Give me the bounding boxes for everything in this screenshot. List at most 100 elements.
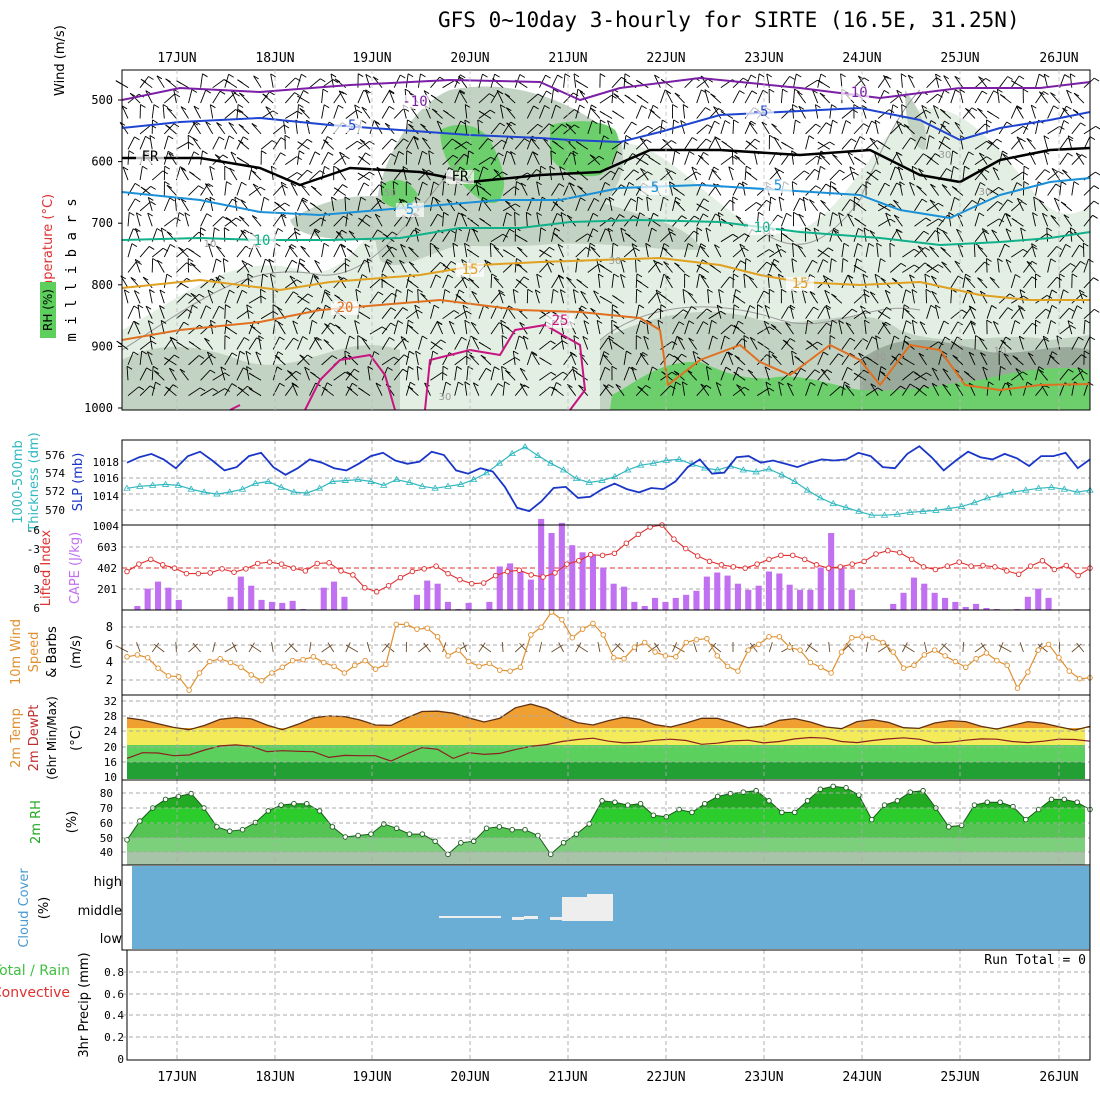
wind-barb-flag	[853, 171, 859, 176]
wind-barb	[1042, 336, 1049, 350]
wind-barb-flag	[640, 320, 646, 325]
wind-barb-flag	[152, 258, 158, 262]
wind-barb-flag	[589, 242, 596, 247]
wind-barb	[599, 94, 612, 104]
wind-barb-flag	[519, 383, 526, 388]
wind-barb-flag	[1039, 91, 1045, 96]
wind-barb	[321, 243, 325, 258]
wind-barb-flag	[152, 365, 159, 370]
wind-barb-flag	[583, 320, 590, 325]
wind-barb-flag	[311, 319, 318, 324]
wind-barb	[1015, 106, 1024, 119]
wind-barb	[454, 310, 467, 320]
wind-barb-flag	[398, 198, 405, 203]
wind-barb	[973, 243, 976, 258]
wind-barb-flag	[845, 120, 852, 124]
wind-barb	[962, 274, 966, 288]
wind-barb-flag	[268, 258, 275, 263]
wind-barb-flag	[260, 186, 266, 191]
wind-barb	[175, 641, 177, 653]
wind-barb-flag	[576, 279, 582, 283]
wind-barb-flag	[150, 201, 156, 206]
thickness-marker	[469, 475, 478, 483]
wind-barb-flag	[121, 105, 128, 110]
wind-barb	[965, 108, 976, 119]
wind-barb-flag	[119, 121, 126, 126]
wind-barb	[798, 213, 806, 227]
rh-marker	[612, 799, 618, 806]
wind-barb-flag	[223, 258, 229, 262]
wind-barb-flag	[205, 305, 212, 310]
wind-barb-flag	[422, 137, 428, 142]
wind-barb-flag	[205, 89, 211, 94]
wind-barb-flag	[668, 227, 674, 232]
wind-barb-flag	[704, 89, 711, 94]
wind-barb-flag	[1063, 289, 1069, 294]
temp-contour-20	[121, 299, 1091, 391]
wind10-marker	[393, 621, 399, 628]
wind-barb-flag	[382, 233, 388, 238]
wind-barb-flag	[339, 151, 345, 156]
wind-barb-flag	[218, 136, 225, 141]
wind-barb	[761, 121, 770, 135]
li-marker	[599, 552, 606, 559]
wind-barb-flag	[700, 243, 706, 248]
wind-barb-flag	[628, 366, 635, 371]
wind-barb	[597, 273, 601, 288]
wind-barb-flag	[1002, 153, 1008, 158]
wind-barb-flag	[403, 138, 409, 143]
wind-barb-flag	[297, 295, 303, 300]
wind-barb	[732, 304, 735, 319]
thickness-marker	[277, 483, 285, 490]
wind-barb	[192, 137, 201, 150]
wind-barb-flag	[748, 276, 754, 281]
wind-barb-flag	[208, 243, 214, 248]
wind-barb	[980, 352, 988, 366]
wind-barb-flag	[552, 387, 558, 391]
wind-barb	[1010, 75, 1020, 88]
wind-barb-flag	[452, 154, 459, 159]
wind-barb-flag	[886, 75, 892, 80]
wind-barb-flag	[406, 150, 413, 155]
wind-barb-flag	[693, 215, 700, 220]
wind-barb	[718, 289, 722, 304]
x-tick-label-bottom: 24JUN	[842, 1070, 881, 1085]
wind-barb-flag	[1020, 227, 1026, 232]
wind-barb-flag	[491, 273, 497, 278]
wind-barb	[428, 150, 431, 165]
cloud-level-label: low	[100, 932, 123, 947]
wind-barb	[700, 275, 710, 289]
wind-barb	[502, 212, 507, 227]
dewpoint-band	[127, 762, 1085, 779]
wind-barb	[979, 290, 988, 304]
wind-barb	[142, 276, 153, 289]
wind-barb	[959, 135, 964, 150]
wind-barb	[931, 383, 940, 396]
wind-barb	[1011, 125, 1024, 135]
wind-barb	[998, 642, 1004, 653]
wind-barb-flag	[1005, 213, 1011, 217]
wind-barb-flag	[863, 123, 869, 128]
wind-barb	[696, 138, 707, 150]
wind-barb-flag	[820, 368, 827, 373]
wind-barb-flag	[255, 351, 262, 356]
wind-barb	[599, 217, 612, 227]
wind-barb-flag	[461, 336, 467, 341]
wind-barb	[510, 151, 516, 165]
wind-barb	[224, 383, 233, 396]
wind-barb	[1031, 243, 1036, 258]
wind-barb	[423, 642, 431, 653]
wind-barb	[530, 138, 540, 150]
wind-barb-flag	[539, 357, 545, 361]
wind-barb	[950, 150, 954, 165]
wind-barb	[941, 184, 952, 196]
wind-barb	[696, 321, 704, 335]
axis-label: (%)	[37, 897, 52, 920]
rh-label: 30	[939, 150, 952, 161]
wind-barb	[408, 246, 419, 258]
wind-barb-flag	[518, 335, 525, 340]
wind-barb-flag	[578, 384, 584, 389]
wind-barb-flag	[758, 73, 765, 78]
wind-barb-flag	[780, 249, 787, 253]
wind-barb	[296, 90, 304, 104]
